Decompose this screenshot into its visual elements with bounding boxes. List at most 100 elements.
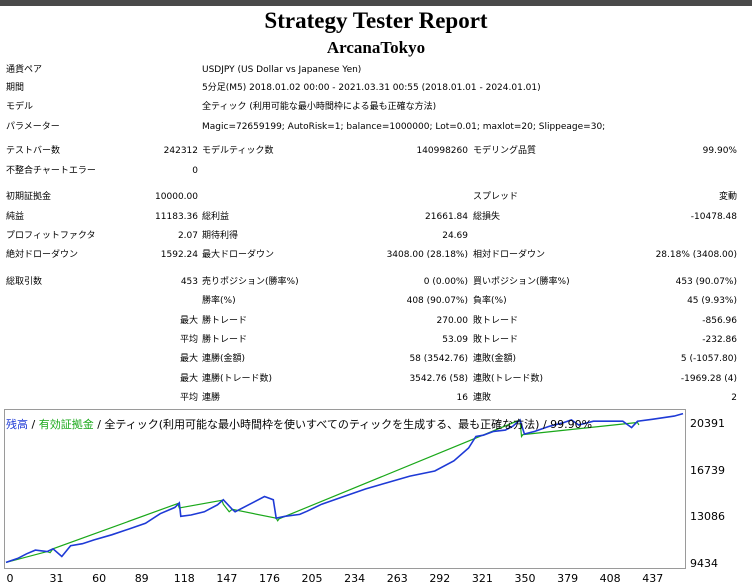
win-rate-label: 勝率(%) xyxy=(202,296,236,306)
test-bars-value: 242312 xyxy=(163,146,198,156)
model-ticks-label: モデルティック数 xyxy=(202,146,274,156)
max-consec-amount-prefix: 最大 xyxy=(179,374,198,384)
x-axis-tick-label: 176 xyxy=(258,572,280,585)
info-value-period: 5分足(M5) 2018.01.02 00:00 - 2021.03.31 00… xyxy=(202,83,541,93)
info-label-period: 期間 xyxy=(6,83,25,93)
gross-profit-value: 21661.84 xyxy=(425,212,468,222)
x-axis-tick-label: 118 xyxy=(173,572,195,585)
spread-value: 変動 xyxy=(718,192,737,202)
legend-description: / 全ティック(利用可能な最小時間枠を使いすべてのティックを生成する、最も正確な… xyxy=(93,418,593,431)
balance-chart xyxy=(4,409,686,569)
max-consec-loss-label: 連敗(トレード数) xyxy=(473,374,544,384)
report-subtitle: ArcanaTokyo xyxy=(326,38,426,57)
x-axis-tick-label: 263 xyxy=(386,572,408,585)
avg-consec-losses-value: 2 xyxy=(731,393,737,403)
short-positions-label: 売りポジション(勝率%) xyxy=(202,277,299,287)
model-quality-label: モデリング品質 xyxy=(473,146,537,156)
info-value-parameters: Magic=72659199; AutoRisk=1; balance=1000… xyxy=(202,122,606,132)
chart-legend: 残高 / 有効証拠金 / 全ティック(利用可能な最小時間枠を使いすべてのティック… xyxy=(6,416,592,432)
total-trades-label: 総取引数 xyxy=(6,277,43,287)
info-value-model: 全ティック (利用可能な最小時間枠による最も正確な方法) xyxy=(202,102,437,112)
rel-drawdown-value: 28.18% (3408.00) xyxy=(655,250,737,260)
report-title: Strategy Tester Report xyxy=(264,8,488,33)
balance-chart-plot xyxy=(5,412,684,564)
loss-rate-label: 負率(%) xyxy=(473,296,507,306)
x-axis-tick-label: 379 xyxy=(557,572,579,585)
test-bars-label: テストバー数 xyxy=(6,146,61,156)
info-label-symbol: 通貨ペア xyxy=(6,65,43,75)
long-positions-label: 買いポジション(勝率%) xyxy=(473,277,570,287)
max-consec-profit-value: 3542.76 (58) xyxy=(409,374,468,384)
short-positions-value: 0 (0.00%) xyxy=(423,277,468,287)
avg-consec-losses-label: 連敗 xyxy=(473,393,492,403)
avg-win-value: 53.09 xyxy=(442,335,468,345)
abs-drawdown-value: 1592.24 xyxy=(160,250,198,260)
largest-win-value: 270.00 xyxy=(436,316,469,326)
window-top-bar xyxy=(0,0,752,6)
avg-win-label: 勝トレード xyxy=(202,335,248,345)
max-consec-wins-label: 連勝(金額) xyxy=(202,354,246,364)
long-positions-value: 453 (90.07%) xyxy=(675,277,737,287)
legend-balance: 残高 xyxy=(6,418,28,431)
info-label-parameters: パラメーター xyxy=(6,122,60,132)
model-ticks-value: 140998260 xyxy=(416,146,468,156)
x-axis-tick-label: 321 xyxy=(471,572,493,585)
x-axis-tick-label: 205 xyxy=(301,572,323,585)
x-axis-tick-label: 408 xyxy=(599,572,621,585)
y-axis-tick-label: 13086 xyxy=(690,510,725,524)
initial-deposit-value: 10000.00 xyxy=(155,192,198,202)
max-drawdown-value: 3408.00 (28.18%) xyxy=(386,250,468,260)
max-consec-losses-label: 連敗(金額) xyxy=(473,354,517,364)
x-axis-tick-label: 437 xyxy=(642,572,664,585)
win-rate-value: 408 (90.07%) xyxy=(406,296,468,306)
profit-factor-label: プロフィットファクタ xyxy=(6,231,96,241)
profit-factor-value: 2.07 xyxy=(177,231,198,241)
max-consec-wins-value: 58 (3542.76) xyxy=(409,354,468,364)
net-profit-label: 純益 xyxy=(6,212,25,222)
equity-line xyxy=(5,419,640,563)
info-value-symbol: USDJPY (US Dollar vs Japanese Yen) xyxy=(202,65,362,75)
x-axis-tick-label: 350 xyxy=(514,572,536,585)
net-profit-value: 11183.36 xyxy=(155,212,198,222)
x-axis-tick-label: 89 xyxy=(134,572,149,585)
x-axis-tick-label: 147 xyxy=(216,572,238,585)
y-axis-tick-label: 16739 xyxy=(690,463,725,477)
max-consec-prefix: 最大 xyxy=(179,354,198,364)
x-axis-tick-label: 60 xyxy=(92,572,107,585)
model-quality-value: 99.90% xyxy=(702,146,737,156)
x-axis-tick-label: 0 xyxy=(6,572,14,585)
y-axis-tick-label: 20391 xyxy=(690,417,725,431)
avg-consec-prefix: 平均 xyxy=(179,393,198,403)
largest-prefix: 最大 xyxy=(179,316,198,326)
gross-loss-label: 総損失 xyxy=(473,212,501,222)
largest-win-label: 勝トレード xyxy=(202,316,248,326)
initial-deposit-label: 初期証拠金 xyxy=(6,192,52,202)
gross-loss-value: -10478.48 xyxy=(690,212,737,222)
avg-consec-wins-label: 連勝 xyxy=(202,393,221,403)
rel-drawdown-label: 相対ドローダウン xyxy=(473,250,546,260)
avg-loss-value: -232.86 xyxy=(702,335,737,345)
max-drawdown-label: 最大ドローダウン xyxy=(202,250,275,260)
mismatch-label: 不整合チャートエラー xyxy=(6,166,96,176)
largest-loss-value: -856.96 xyxy=(702,316,737,326)
info-label-model: モデル xyxy=(6,102,34,112)
expected-payoff-label: 期待利得 xyxy=(202,231,239,241)
spread-label: スプレッド xyxy=(473,192,519,202)
loss-rate-value: 45 (9.93%) xyxy=(687,296,737,306)
abs-drawdown-label: 絶対ドローダウン xyxy=(6,250,79,260)
average-prefix: 平均 xyxy=(179,335,198,345)
largest-loss-label: 敗トレード xyxy=(473,316,519,326)
x-axis-tick-label: 234 xyxy=(344,572,366,585)
max-consec-losses-value: 5 (-1057.80) xyxy=(680,354,737,364)
mismatch-value: 0 xyxy=(192,166,198,176)
avg-loss-label: 敗トレード xyxy=(473,335,519,345)
x-axis-tick-label: 292 xyxy=(429,572,451,585)
y-axis-tick-label: 9434 xyxy=(690,557,718,570)
legend-separator: / xyxy=(28,418,39,431)
x-axis-tick-label: 31 xyxy=(49,572,64,585)
expected-payoff-value: 24.69 xyxy=(442,231,468,241)
balance-line xyxy=(5,412,684,564)
max-consec-loss-value: -1969.28 (4) xyxy=(680,374,737,384)
avg-consec-wins-value: 16 xyxy=(456,393,468,403)
gross-profit-label: 総利益 xyxy=(202,212,230,222)
